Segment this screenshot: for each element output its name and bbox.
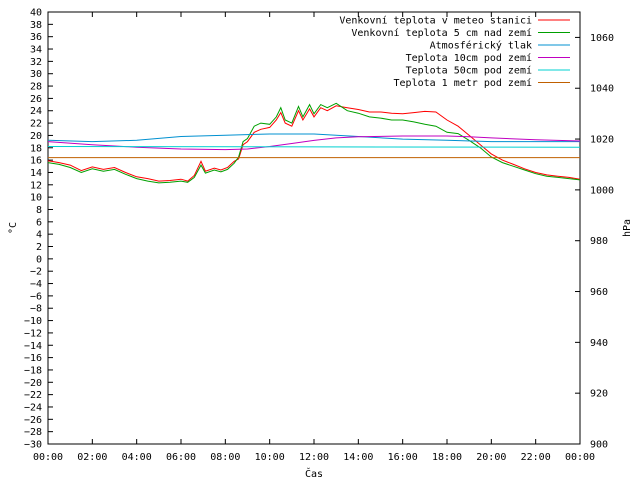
- y2-tick-label: 920: [590, 389, 608, 400]
- legend-label: Venkovní teplota 5 cm nad zemí: [351, 27, 532, 39]
- y-tick-label: −4: [30, 279, 42, 290]
- y-tick-label: 22: [30, 119, 42, 130]
- y-tick-label: −18: [24, 365, 42, 376]
- y-axis: −30−28−26−24−22−20−18−16−14−12−10−8−6−4−…: [24, 8, 53, 451]
- y-tick-label: −22: [24, 390, 42, 401]
- plot-frame: [47, 11, 581, 445]
- y-tick-label: −30: [24, 440, 42, 451]
- x-tick-label: 18:00: [432, 452, 462, 463]
- series-line-1: [47, 105, 581, 182]
- y2-axis: 900 920 940 960 980 1000 1020 1040 1060: [575, 33, 614, 451]
- y-tick-label: −26: [24, 415, 42, 426]
- y-tick-label: 36: [30, 32, 42, 43]
- y-tick-label: −14: [24, 341, 42, 352]
- y2-tick-label: 980: [590, 236, 608, 247]
- y-tick-label: −28: [24, 427, 42, 438]
- y-axis-label: °C: [8, 222, 19, 234]
- y-tick-label: 24: [30, 106, 42, 117]
- y-tick-label: 26: [30, 94, 42, 105]
- x-tick-label: 00:00: [33, 452, 63, 463]
- x-tick-label: 16:00: [388, 452, 418, 463]
- x-tick-label: 04:00: [122, 452, 152, 463]
- legend-label: Teplota 1 metr pod zemí: [394, 77, 532, 89]
- x-axis: 00:00 02:00 04:00 06:00 08:00 10:00 12:00 14:00…: [33, 12, 595, 463]
- y-tick-label: −24: [24, 402, 42, 413]
- y-tick-label: −20: [24, 378, 42, 389]
- y-tick-label: −8: [30, 304, 42, 315]
- x-tick-label: 10:00: [255, 452, 285, 463]
- y-tick-label: 34: [30, 45, 42, 56]
- y-tick-label: 18: [30, 143, 42, 154]
- y2-tick-label: 1000: [590, 185, 614, 196]
- series-line-3: [47, 133, 580, 143]
- y-tick-label: 2: [36, 242, 42, 253]
- y2-tick-label: 1060: [590, 33, 614, 44]
- y2-tick-label: 940: [590, 338, 608, 349]
- y-tick-label: 30: [30, 69, 42, 80]
- x-tick-label: 20:00: [476, 452, 506, 463]
- y-tick-label: 28: [30, 82, 42, 93]
- x-tick-label: 12:00: [299, 452, 329, 463]
- x-tick-label: 08:00: [210, 452, 240, 463]
- y-tick-label: 8: [36, 205, 42, 216]
- y-tick-label: −10: [24, 316, 42, 327]
- y-tick-label: 0: [36, 254, 42, 265]
- x-tick-label: 02:00: [77, 452, 107, 463]
- y-tick-label: 38: [30, 20, 42, 31]
- x-tick-label: 14:00: [343, 452, 373, 463]
- y-tick-label: 14: [30, 168, 42, 179]
- y-tick-label: 12: [30, 180, 42, 191]
- y-tick-label: 32: [30, 57, 42, 68]
- series-line-2: [47, 102, 581, 184]
- legend-label: Venkovní teplota v meteo stanici: [339, 15, 532, 27]
- y-tick-label: 20: [30, 131, 42, 142]
- y2-tick-label: 1020: [590, 135, 614, 146]
- y2-tick-label: 960: [590, 287, 608, 298]
- legend: Venkovní teplota v meteo staniciVenkovní…: [339, 15, 570, 89]
- y2-tick-label: 1040: [590, 84, 614, 95]
- x-tick-label: 06:00: [166, 452, 196, 463]
- y-tick-label: −6: [30, 291, 42, 302]
- y2-tick-label: 900: [590, 440, 608, 451]
- y-tick-label: 4: [36, 230, 42, 241]
- y-tick-label: 10: [30, 193, 42, 204]
- y-tick-label: −12: [24, 328, 42, 339]
- y-tick-label: 6: [36, 217, 42, 228]
- y-tick-label: −16: [24, 353, 42, 364]
- series-lines: [47, 102, 581, 184]
- legend-label: Teplota 50cm pod zemí: [406, 65, 532, 77]
- y-tick-label: 40: [30, 8, 42, 19]
- x-axis-label: Čas: [305, 467, 323, 480]
- legend-label: Atmosférický tlak: [430, 40, 532, 52]
- y2-axis-label: hPa: [622, 219, 633, 237]
- legend-label: Teplota 10cm pod zemí: [406, 52, 532, 64]
- series-line-4: [47, 135, 581, 151]
- x-tick-label: 22:00: [521, 452, 551, 463]
- y-tick-label: 16: [30, 156, 42, 167]
- x-tick-label: 00:00: [565, 452, 595, 463]
- series-line-5: [47, 146, 581, 148]
- y-tick-label: −2: [30, 267, 42, 278]
